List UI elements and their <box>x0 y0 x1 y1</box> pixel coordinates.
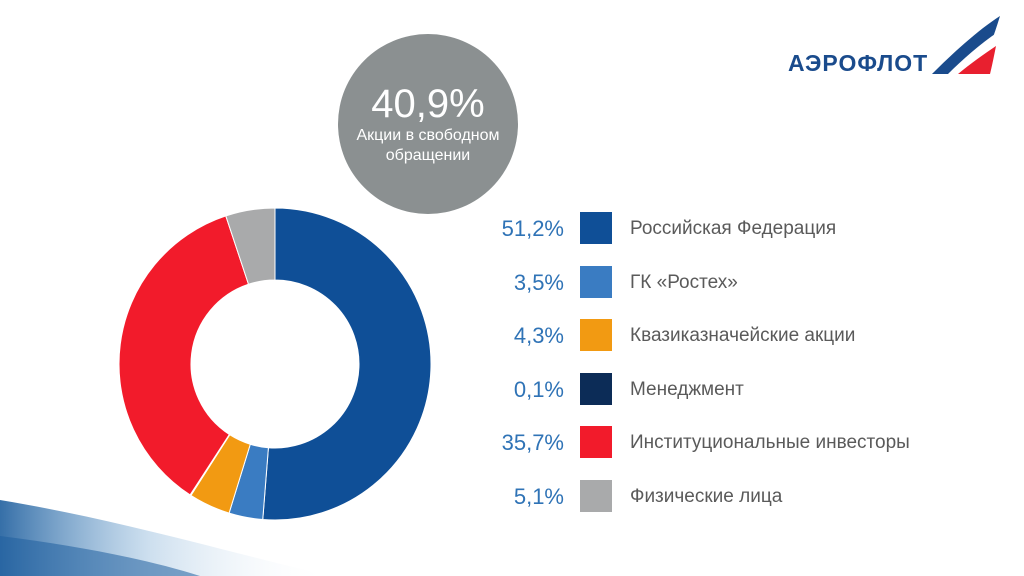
free-float-value: 40,9% <box>371 82 485 126</box>
legend-label: Российская Федерация <box>630 218 837 239</box>
logo-wordmark: АЭРОФЛОТ <box>788 50 929 76</box>
donut-slice-0 <box>262 207 432 521</box>
legend-swatch <box>580 319 612 351</box>
legend-swatch <box>580 372 612 405</box>
legend-row: 0,1% Менеджмент <box>470 372 990 407</box>
legend-value: 35,7% <box>501 430 564 455</box>
legend-swatch <box>580 265 612 298</box>
legend-label: ГК «Ростех» <box>630 271 738 293</box>
wing-logo-icon <box>932 16 1000 74</box>
donut-slice-5 <box>225 207 276 285</box>
legend-row: 51,2% Российская Федерация <box>470 212 990 246</box>
free-float-label: Акции в свободном обращении <box>356 127 500 164</box>
legend-value: 4,3% <box>513 323 564 348</box>
legend-row: 3,5% ГК «Ростех» <box>470 265 990 300</box>
legend-swatch <box>580 479 612 512</box>
legend-label: Менеджмент <box>630 378 744 400</box>
donut-slice-4 <box>118 215 250 496</box>
legend-value: 3,5% <box>513 269 564 295</box>
legend-label: Квазиказначейские акции <box>630 325 856 346</box>
legend-value: 5,1% <box>513 483 564 509</box>
legend-label: Институциональные инвесторы <box>630 432 910 453</box>
legend-swatch <box>580 212 612 244</box>
aeroflot-logo: АЭРОФЛОТ <box>788 14 1002 80</box>
legend-value: 51,2% <box>501 216 564 241</box>
shareholder-donut-chart <box>118 207 432 521</box>
legend-label: Физические лица <box>630 485 783 507</box>
legend-row: 5,1% Физические лица <box>470 479 990 514</box>
legend-row: 4,3% Квазиказначейские акции <box>470 319 990 353</box>
legend-row: 35,7% Институциональные инвесторы <box>470 426 990 460</box>
legend-swatch <box>580 426 612 458</box>
free-float-bubble: 40,9% Акции в свободном обращении <box>338 34 518 214</box>
legend-value: 0,1% <box>513 376 564 402</box>
